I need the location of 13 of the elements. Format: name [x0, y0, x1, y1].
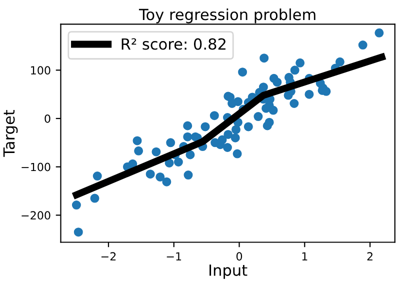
x-tick-label: −2	[101, 252, 116, 260]
y-tick-label: 100	[31, 66, 50, 75]
x-tick-label: 0	[236, 252, 242, 261]
legend-label: R² score: 0.82	[122, 38, 226, 50]
y-tick-label: −200	[22, 211, 50, 220]
chart-title: Toy regression problem	[138, 8, 316, 24]
y-tick-label: −100	[22, 162, 50, 172]
y-axis-title: Target	[3, 110, 18, 157]
x-axis-title: Input	[210, 264, 248, 279]
x-tick-label: −1	[166, 252, 182, 260]
x-tick-label: 1	[302, 252, 308, 260]
x-tick-label: 2	[367, 252, 372, 260]
y-tick-label: 0	[44, 114, 50, 123]
